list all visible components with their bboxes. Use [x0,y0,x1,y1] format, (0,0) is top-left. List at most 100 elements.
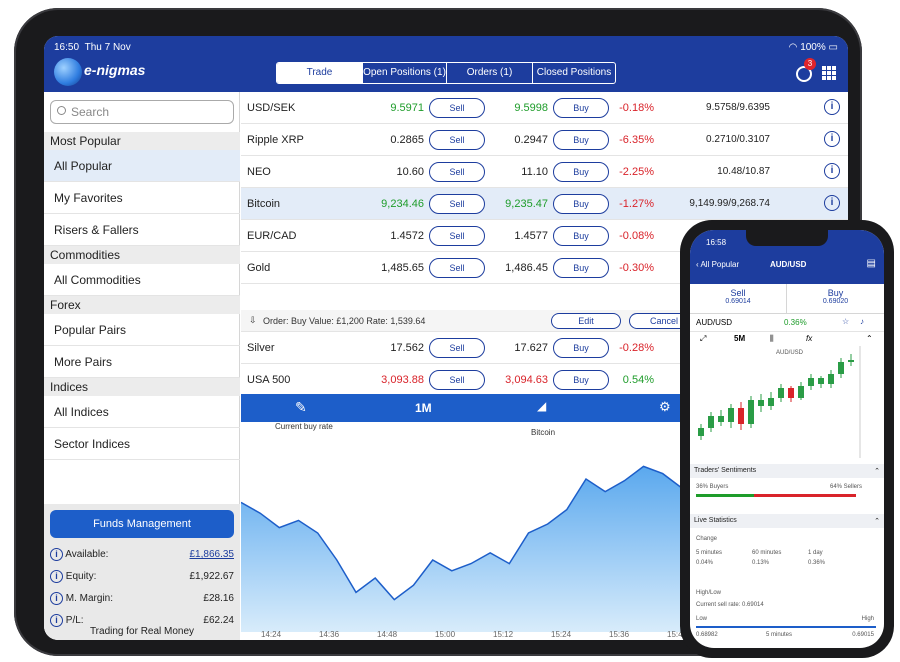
stat-5m-label: 5 minutes [696,550,723,556]
sidebar-item-popular-pairs[interactable]: Popular Pairs [44,314,240,346]
tab-trade[interactable]: Trade [277,63,363,83]
stack-icon[interactable]: ▤ [866,258,876,269]
trading-mode-label: Trading for Real Money [89,626,195,637]
info-icon[interactable]: i [824,163,840,179]
info-icon[interactable]: i [50,570,63,583]
top-bar: 16:50 Thu 7 Nov ◠ 100% ▭ e-nigmas Trade … [44,36,848,92]
instrument-row[interactable]: Ripple XRP 0.2865 Sell 0.2947 Buy -6.35% 0.271… [241,124,848,156]
pair-title: AUD/USD [770,260,807,269]
stat-1d-value: 0.36% [808,560,826,566]
chart-settings-icon[interactable]: ⚙ [659,399,671,414]
grid-menu-icon[interactable] [822,66,836,80]
candle [778,388,784,398]
sidebar-item-all-commodities[interactable]: All Commodities [44,264,240,296]
tab-open-positions[interactable]: Open Positions (1) [363,63,447,83]
sidebar-item-all-indices[interactable]: All Indices [44,396,240,428]
candle [698,428,704,436]
info-icon[interactable]: i [50,592,63,605]
buy-price: 1.4577 [514,230,548,242]
sell-button[interactable]: Sell [429,258,485,278]
instrument-row[interactable]: NEO 10.60 Sell 11.10 Buy -2.25% 10.48/10.87 i [241,156,848,188]
sidebar-item-all-popular[interactable]: All Popular [44,150,240,182]
sell-button[interactable]: Sell [429,338,485,358]
candlestick-chart[interactable] [690,346,884,464]
sell-button[interactable]: Sell [429,130,485,150]
buy-button[interactable]: Buy [553,194,609,214]
candle [788,388,794,398]
iphone-buy-button[interactable]: Buy 0.69020 [787,284,884,314]
instrument-name: Bitcoin [247,198,281,210]
x-tick-label: 15:48 [667,630,688,639]
sell-price: 0.2865 [390,134,424,146]
tab-closed-positions[interactable]: Closed Positions [536,67,612,78]
sell-price: 17.562 [390,342,424,354]
highlow-period: 5 minutes [766,632,793,638]
instrument-row[interactable]: Bitcoin 9,234.46 Sell 9,235.47 Buy -1.27% 9,14… [241,188,848,220]
candle [838,362,844,374]
favorite-star-icon[interactable]: ☆ [842,317,850,326]
sell-button[interactable]: Sell [429,194,485,214]
chart-type-icon[interactable]: ◢ [537,399,547,413]
draw-brush-icon[interactable]: ✎ [295,399,307,415]
sell-button[interactable]: Sell [429,370,485,390]
chart-period-button[interactable]: 1M [415,401,432,415]
interval-button[interactable]: 5M [734,334,746,343]
sell-button[interactable]: Sell [429,226,485,246]
collapse-icon[interactable]: ⌃ [866,334,873,343]
search-input[interactable]: Search [50,100,234,124]
buy-button[interactable]: Buy [553,162,609,182]
sidebar-item-risers-fallers[interactable]: Risers & Fallers [44,214,240,246]
x-tick-label: 15:24 [551,630,572,639]
section-indices: Indices [44,378,240,396]
live-stats-header[interactable]: Live Statistics ⌃ [690,514,884,528]
funds-management-button[interactable]: Funds Management [50,510,234,538]
battery-icon: ▭ [828,42,838,53]
candle [798,386,804,398]
sidebar-item-more-pairs[interactable]: More Pairs [44,346,240,378]
sidebar-item-sector-indices[interactable]: Sector Indices [44,428,240,460]
instrument-row[interactable]: USA 500 3,093.88 Sell 3,094.63 Buy 0.54% [241,364,848,396]
series-line [241,465,702,601]
iphone-chart-toolbar: ⤢ 5M ⫼ fx ⌃ [690,332,884,346]
buy-price: 1,486.45 [505,262,548,274]
high-value: 0.69015 [852,632,874,638]
info-icon[interactable]: i [824,195,840,211]
section-forex: Forex [44,296,240,314]
buy-button[interactable]: Buy [553,98,609,118]
info-icon[interactable]: i [824,131,840,147]
buy-button[interactable]: Buy [553,258,609,278]
change-pct: -0.18% [619,102,654,114]
candle [768,398,774,406]
indicator-fx-icon[interactable]: fx [806,334,813,343]
pair-name: AUD/USD [696,318,733,327]
back-button[interactable]: ‹ All Popular [696,260,740,269]
tab-orders[interactable]: Orders (1) [447,63,533,83]
sidebar-item-my-favorites[interactable]: My Favorites [44,182,240,214]
candle-type-icon[interactable]: ⫼ [770,334,774,343]
instrument-row[interactable]: USD/SEK 9.5971 Sell 9.5998 Buy -0.18% 9.5758/9… [241,92,848,124]
expand-icon[interactable]: ⤢ [700,334,707,343]
buy-button[interactable]: Buy [553,370,609,390]
sentiment-header[interactable]: Traders' Sentiments ⌃ [690,464,884,478]
info-icon[interactable]: i [50,548,63,561]
battery-status: ◠ 100% ▭ [788,42,838,53]
info-icon[interactable]: i [824,99,840,115]
edit-order-button[interactable]: Edit [551,313,621,329]
candle [808,378,814,386]
buy-button[interactable]: Buy [553,338,609,358]
alert-bell-icon[interactable]: ♪ [860,317,864,326]
candle [818,378,824,384]
iphone-header: 16:58 ‹ All Popular AUD/USD ▤ [690,230,884,284]
iphone-sell-button[interactable]: Sell 0.69014 [690,284,787,314]
instrument-row[interactable]: Silver 17.562 Sell 17.627 Buy -0.28% [241,332,848,364]
account-available: i Available: £1,866.35 [50,548,234,564]
instrument-row[interactable]: Gold1,485.65Sell1,486.45Buy-0.30%1,480.0… [241,252,848,284]
buy-button[interactable]: Buy [553,130,609,150]
status-time: 16:50 Thu 7 Nov [54,42,131,53]
notch [746,230,828,246]
iphone-screen: 16:58 ‹ All Popular AUD/USD ▤ Sell 0.6901… [690,230,884,648]
sell-button[interactable]: Sell [429,162,485,182]
sell-button[interactable]: Sell [429,98,485,118]
buy-button[interactable]: Buy [553,226,609,246]
instrument-name: USD/SEK [247,102,296,114]
